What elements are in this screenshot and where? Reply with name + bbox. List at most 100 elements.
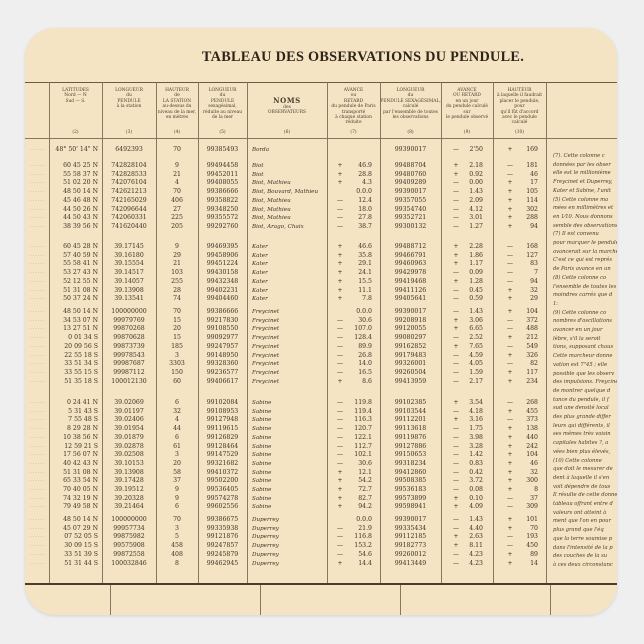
pendulum-length: 100032846: [111, 559, 147, 567]
header-line: PENDULE: [210, 98, 235, 104]
advance-value: 82.7: [358, 494, 372, 502]
observers: Sabine: [252, 495, 272, 502]
footnote-line: capitales habites ?, a: [553, 440, 609, 447]
table-row: ······ 34 53 07 N 99979769 15 99217830 Freyci…: [25, 317, 546, 325]
latitude: 55 58 37 N: [63, 170, 98, 178]
header-bottom-rule: [25, 138, 617, 139]
dotted-leader: ······: [30, 206, 46, 213]
column-header: LONGUEUR du PENDULE sexagésimal, réduite au …: [198, 84, 247, 138]
header-line: du: [219, 93, 226, 99]
reduced-length: 99502200: [206, 477, 239, 485]
height-value: 114: [526, 196, 538, 204]
latitude: 45 07 29 N: [63, 524, 98, 532]
height-sign: —: [506, 416, 514, 424]
pendulum-length: 100000000: [111, 516, 147, 523]
calculated-length: 99480760: [394, 170, 427, 178]
reduced-length: 99358822: [206, 196, 239, 204]
height-value: 7: [534, 269, 538, 277]
reduced-length: 99355572: [206, 214, 239, 222]
latitude: 53 27 43 N: [63, 269, 98, 277]
latitude: 79 49 58 N: [63, 503, 98, 511]
observers: Biot, Mathieu: [252, 215, 291, 222]
column-divider: [546, 82, 547, 583]
pendulum-length: 742060331: [111, 214, 147, 222]
advance-value: 26.8: [358, 351, 372, 359]
daily-advance-value: 1.86: [469, 251, 483, 259]
footer-divider: [260, 585, 261, 615]
height-value: 455: [526, 407, 538, 415]
station-height: 28: [173, 286, 181, 294]
height-sign: —: [506, 360, 514, 368]
header-line: placer le pendule,: [499, 98, 540, 104]
daily-advance-sign: —: [452, 286, 460, 294]
height-value: 70: [530, 524, 538, 532]
advance-sign: +: [337, 243, 343, 250]
daily-advance-sign: +: [453, 533, 459, 541]
latitude: 33 51 34 S: [64, 360, 98, 368]
reduced-length: 99247857: [206, 542, 239, 550]
latitude: 48° 50' 14" N: [55, 146, 98, 153]
footnote-line: Il résulte de cette donne: [553, 492, 617, 499]
reduced-length: 99458906: [206, 251, 239, 259]
pendulum-length: 39.19512: [114, 486, 144, 493]
daily-advance-sign: —: [452, 425, 460, 433]
calculated-length: 99318234: [394, 459, 427, 467]
footnote-line: Cette marcheur donne: [553, 353, 613, 360]
station-height: 9: [175, 486, 179, 493]
pendulum-length: 742828533: [111, 170, 147, 178]
calculated-length: 99357055: [394, 196, 427, 204]
advance-sign: —: [336, 325, 344, 333]
daily-advance-value: 1.43: [469, 188, 483, 196]
table-row: ······ 48 50 14 N 742621213 70 99386666 Biot,…: [25, 188, 546, 196]
daily-advance-sign: —: [452, 179, 460, 187]
advance-sign: —: [336, 351, 344, 359]
footnote-line: à ces deux circonstanc: [553, 561, 613, 568]
dotted-leader: ······: [30, 171, 46, 178]
advance-sign: +: [337, 477, 343, 485]
reduced-length: 99147529: [206, 451, 239, 459]
header-line: du pendule calculé: [445, 104, 489, 110]
dotted-leader: ······: [30, 147, 46, 153]
footnote-line: de Paris avance en un: [553, 266, 611, 273]
advance-value: 94.2: [358, 503, 372, 511]
reduced-length: 99245879: [206, 550, 239, 558]
observers: Freycinet: [252, 335, 280, 342]
header-line: calculé: [511, 120, 528, 126]
header-line: qu'il fût d'accord: [500, 109, 539, 115]
daily-advance-sign: —: [452, 351, 460, 359]
table-row: ······ 48° 50' 14" N 6492393 70 99385493 Bord…: [25, 146, 546, 154]
calculated-length: 99390017: [394, 308, 427, 315]
calculated-length: 99150653: [394, 451, 427, 459]
footnote-line: l'ensemble de toutes les: [553, 283, 617, 290]
advance-sign: —: [336, 524, 344, 532]
reduced-length: 99128464: [206, 442, 239, 450]
station-height: 6: [175, 433, 179, 441]
observers: Duperrey: [252, 534, 279, 541]
column-number: (4): [173, 129, 181, 135]
advance-value: 24.1: [358, 269, 372, 277]
table-row: ······ 52 12 55 N 39.14057 255 99432348 Kater…: [25, 278, 546, 286]
daily-advance-sign: —: [452, 205, 460, 213]
station-height: 60: [173, 377, 181, 385]
column-header: LONGUEUR du PENDULE à la station (3): [102, 84, 156, 138]
station-height: 3: [175, 524, 179, 532]
advance-value: 30.6: [358, 316, 372, 324]
reduced-length: 99121876: [206, 533, 239, 541]
height-value: 46: [530, 170, 538, 178]
footnote-line: possible que les observ: [553, 370, 615, 377]
dotted-leader: ······: [30, 400, 46, 406]
advance-sign: +: [337, 286, 343, 294]
daily-advance-sign: —: [452, 459, 460, 467]
table-row: ······ 33 55 15 S 99987112 150 99236577 Freyc…: [25, 369, 546, 377]
height-value: 117: [526, 368, 538, 376]
footnote-line: avancerait sur la marche: [553, 248, 617, 255]
daily-advance-value: 0.45: [469, 286, 483, 294]
station-height: 61: [173, 442, 181, 450]
pendulum-length: 99872558: [113, 550, 145, 558]
latitude: 7 55 48 S: [68, 416, 98, 424]
calculated-length: 99182773: [394, 542, 427, 550]
latitude: 74 32 19 N: [63, 494, 98, 502]
dotted-leader: ······: [30, 417, 46, 424]
header-line: des: [283, 105, 291, 110]
daily-advance-value: 4.09: [469, 503, 483, 511]
